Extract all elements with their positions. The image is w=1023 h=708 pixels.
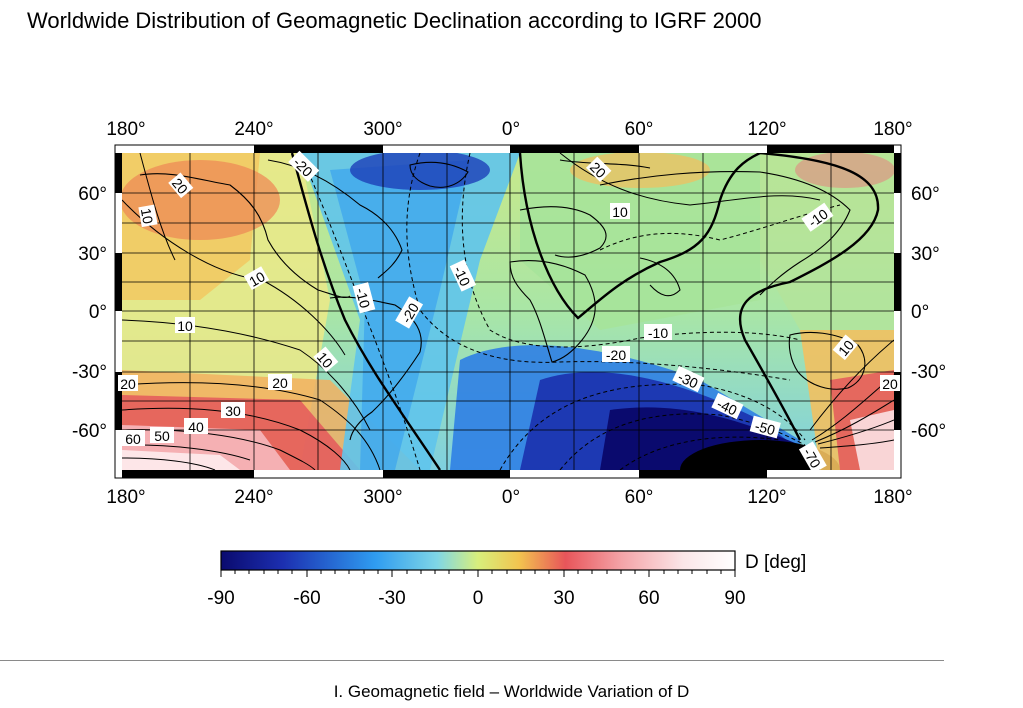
colorbar-minor-ticks <box>220 570 736 577</box>
tick-label: -30° <box>72 362 107 383</box>
colorbar-tick-labels: -90 -60 -30 0 30 60 90 <box>207 588 745 609</box>
contour-label: 10 <box>138 207 156 225</box>
tick-label: 180° <box>873 487 912 508</box>
contour-label: 10 <box>246 268 268 290</box>
left-latitude-ticks: 60° 30° 0° -30° -60° <box>72 184 107 442</box>
bottom-longitude-ticks: 180° 240° 300° 0° 60° 120° 180° <box>106 487 912 508</box>
colorbar-tick-label: 60 <box>638 588 659 609</box>
colorbar-tick-label: -30 <box>378 588 405 609</box>
tick-label: 0° <box>89 302 107 323</box>
colorbar-tick-label: -60 <box>293 588 320 609</box>
contour-label: 30 <box>225 403 241 419</box>
contour-label: 20 <box>882 376 898 392</box>
contour-lines <box>122 153 894 470</box>
tick-label: 120° <box>747 487 786 508</box>
contour-label: -10 <box>353 286 374 310</box>
page-title: Worldwide Distribution of Geomagnetic De… <box>27 8 762 33</box>
contour-label: -10 <box>648 325 668 341</box>
tick-label: 60° <box>911 184 940 205</box>
contour-label: 40 <box>188 419 204 435</box>
tick-label: 60° <box>625 487 654 508</box>
tick-label: 60° <box>625 119 654 140</box>
tick-label: -30° <box>911 362 946 383</box>
tick-label: 240° <box>234 119 273 140</box>
colorbar: -90 -60 -30 0 30 60 90 D [deg] <box>207 550 806 609</box>
tick-label: 300° <box>363 119 402 140</box>
contour-label: 10 <box>612 204 628 220</box>
contour-label: -40 <box>714 395 739 418</box>
tick-label: -60° <box>911 421 946 442</box>
colorbar-tick-label: 30 <box>553 588 574 609</box>
tick-label: 180° <box>873 119 912 140</box>
tick-label: 30° <box>78 244 107 265</box>
colorbar-unit-label: D [deg] <box>745 552 806 573</box>
tick-label: 240° <box>234 487 273 508</box>
contour-label: -50 <box>753 418 777 439</box>
colorbar-tick-label: 0 <box>473 588 484 609</box>
tick-label: 120° <box>747 119 786 140</box>
contour-label: 50 <box>154 428 170 444</box>
footer-divider <box>0 660 944 661</box>
contour-label: -10 <box>450 263 473 288</box>
tick-label: 0° <box>911 302 929 323</box>
tick-label: 300° <box>363 487 402 508</box>
contour-label: 20 <box>272 375 288 391</box>
contour-label: -30 <box>675 368 700 391</box>
tick-label: 30° <box>911 244 940 265</box>
contour-label: 60 <box>125 431 141 447</box>
colorbar-gradient <box>220 550 736 571</box>
tick-label: 180° <box>106 119 145 140</box>
colorbar-tick-label: -90 <box>207 588 234 609</box>
contour-label: -20 <box>606 347 626 363</box>
contour-labels: 20 10 10 -10 -20 -20 20 10 -10 -10 10 10… <box>118 150 900 474</box>
contour-label: 10 <box>177 318 193 334</box>
footer-caption: I. Geomagnetic field – Worldwide Variati… <box>333 682 690 701</box>
colorbar-tick-label: 90 <box>724 588 745 609</box>
top-longitude-ticks: 180° 240° 300° 0° 60° 120° 180° <box>106 119 912 140</box>
tick-label: -60° <box>72 421 107 442</box>
right-latitude-ticks: 60° 30° 0° -30° -60° <box>911 184 946 442</box>
contour-label: 20 <box>120 376 136 392</box>
tick-label: 0° <box>502 119 520 140</box>
declination-color-field <box>122 153 894 470</box>
tick-label: 60° <box>78 184 107 205</box>
tick-label: 0° <box>502 487 520 508</box>
tick-label: 180° <box>106 487 145 508</box>
